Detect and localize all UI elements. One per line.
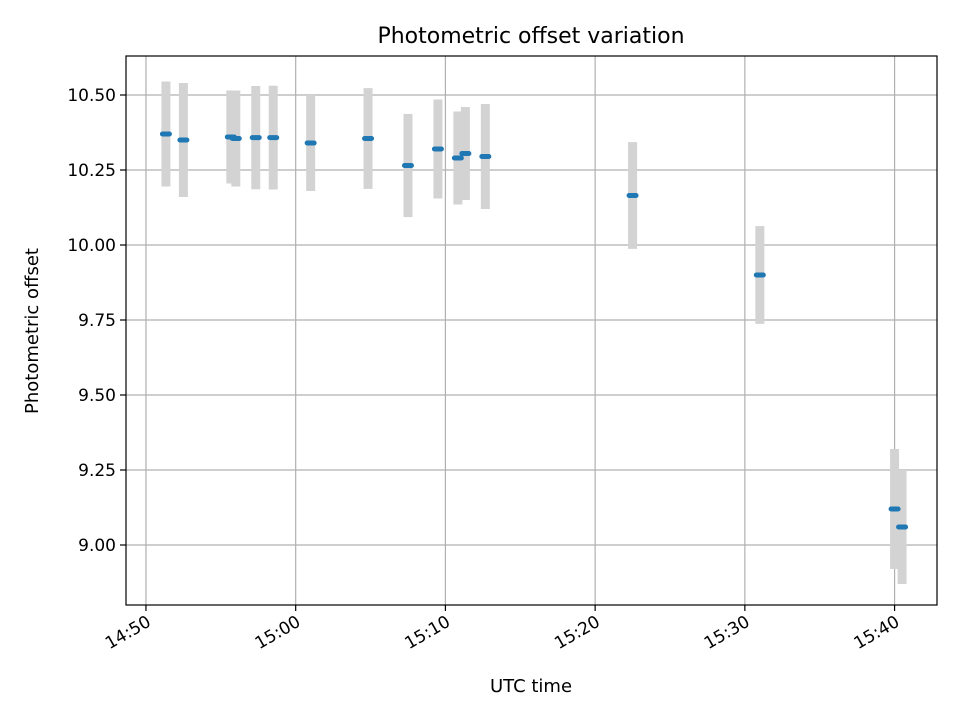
x-tick-label: 15:00: [252, 612, 304, 654]
data-point: [626, 193, 639, 198]
data-point: [304, 140, 317, 146]
chart-title: Photometric offset variation: [377, 24, 684, 49]
data-point: [888, 506, 901, 512]
y-tick-label: 9.75: [78, 311, 116, 331]
data-point: [459, 151, 472, 156]
data-point: [177, 137, 190, 143]
data-point: [431, 146, 444, 152]
x-axis: 14:50 15:00 15:10 15:20 15:30 15:40: [102, 605, 903, 654]
x-tick-label: 15:10: [401, 612, 453, 654]
data-point: [267, 135, 280, 141]
x-tick-label: 15:30: [701, 612, 753, 654]
data-point: [479, 154, 492, 159]
data-point: [401, 163, 414, 168]
data-point: [451, 155, 464, 161]
data-point: [896, 524, 909, 530]
data-point: [249, 135, 262, 141]
error-bars: [161, 81, 907, 584]
data-point: [229, 136, 242, 141]
grid: [126, 56, 937, 605]
x-tick-label: 15:20: [551, 612, 603, 654]
x-tick-label: 15:40: [851, 612, 903, 654]
y-tick-label: 9.00: [78, 536, 116, 556]
y-tick-label: 9.25: [78, 461, 116, 481]
y-tick-label: 10.00: [67, 236, 116, 256]
data-point: [753, 272, 766, 278]
data-points: [159, 131, 909, 530]
data-point: [159, 131, 172, 137]
x-tick-label: 14:50: [102, 612, 154, 654]
y-axis-label: Photometric offset: [22, 248, 43, 414]
y-axis: 9.00 9.25 9.50 9.75 10.00 10.25 10.50: [67, 86, 126, 556]
data-point: [362, 136, 375, 141]
x-axis-label: UTC time: [490, 676, 572, 697]
y-tick-label: 10.25: [67, 161, 116, 181]
y-tick-label: 10.50: [67, 86, 116, 106]
plot-frame: [125, 55, 938, 606]
y-tick-label: 9.50: [78, 386, 116, 406]
